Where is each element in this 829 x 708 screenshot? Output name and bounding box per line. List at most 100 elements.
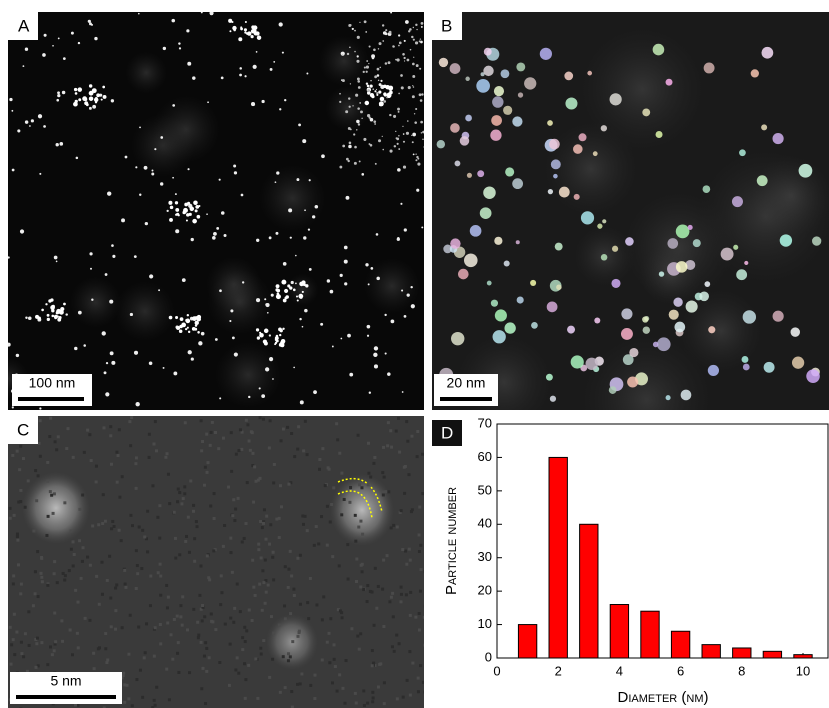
particle — [96, 93, 100, 97]
particle — [213, 232, 217, 236]
particle — [241, 194, 244, 197]
particle — [564, 72, 573, 81]
particle — [366, 71, 368, 73]
particle — [357, 36, 360, 39]
noise — [55, 448, 58, 451]
particle — [135, 166, 137, 168]
bar — [702, 645, 720, 658]
particle — [198, 341, 202, 345]
noise — [198, 594, 201, 597]
noise — [218, 661, 221, 664]
particle — [175, 208, 179, 212]
noise — [63, 501, 66, 504]
particle — [175, 193, 177, 195]
particle — [379, 83, 382, 86]
scale-bar — [18, 397, 84, 401]
particle — [666, 395, 671, 400]
noise — [155, 686, 158, 689]
noise — [271, 658, 274, 661]
particle — [439, 58, 448, 67]
particle — [421, 226, 423, 228]
noise — [405, 563, 408, 566]
noise — [331, 555, 334, 558]
noise — [367, 442, 370, 445]
particle — [275, 181, 277, 183]
noise — [246, 423, 249, 426]
panel-label: C — [17, 420, 29, 439]
noise — [418, 533, 421, 536]
noise — [395, 430, 398, 433]
particle — [303, 236, 306, 239]
particle — [74, 347, 77, 350]
particle — [221, 77, 224, 80]
particle — [412, 133, 416, 137]
particle — [233, 29, 236, 32]
noise — [17, 501, 20, 504]
noise — [278, 536, 281, 539]
noise — [88, 619, 91, 622]
particle — [299, 282, 304, 287]
particle — [559, 187, 570, 198]
particle — [354, 30, 356, 32]
particle — [89, 107, 92, 110]
noise — [328, 468, 331, 471]
noise — [265, 591, 268, 594]
noise — [200, 449, 203, 452]
noise — [53, 560, 56, 563]
particle — [467, 173, 472, 178]
particle — [361, 118, 362, 119]
particle — [344, 260, 348, 264]
particle — [184, 203, 188, 207]
particle — [312, 215, 315, 218]
noise — [401, 548, 404, 551]
noise — [382, 493, 385, 496]
particle — [346, 196, 350, 200]
noise — [296, 448, 299, 451]
particle — [50, 305, 55, 310]
particle — [394, 145, 396, 147]
noise — [322, 595, 325, 598]
noise — [213, 517, 216, 520]
particle — [393, 46, 395, 48]
particle — [806, 369, 820, 383]
particle — [347, 334, 351, 338]
particle — [309, 268, 312, 271]
noise — [282, 428, 285, 431]
noise — [313, 544, 316, 547]
noise — [135, 549, 138, 552]
noise — [187, 516, 190, 519]
noise — [360, 486, 363, 489]
noise — [40, 557, 43, 560]
noise — [296, 635, 299, 638]
particle — [411, 36, 413, 38]
noise — [230, 551, 233, 554]
noise — [386, 554, 389, 557]
noise — [114, 609, 117, 612]
noise — [287, 659, 290, 662]
particle — [280, 329, 283, 332]
particle — [686, 301, 698, 313]
noise — [307, 617, 310, 620]
particle — [90, 268, 92, 270]
noise — [70, 548, 73, 551]
noise — [416, 455, 419, 458]
noise — [275, 518, 278, 521]
noise — [180, 502, 183, 505]
noise — [92, 652, 95, 655]
noise — [60, 619, 63, 622]
noise — [116, 481, 119, 484]
particle — [240, 26, 242, 28]
noise — [124, 583, 127, 586]
particle — [601, 125, 607, 131]
particle — [494, 86, 504, 96]
noise — [328, 661, 331, 664]
particle — [512, 178, 523, 189]
noise — [268, 676, 271, 679]
particle — [425, 122, 428, 125]
particle — [780, 234, 792, 246]
noise — [124, 586, 127, 589]
particle — [404, 60, 405, 61]
particle — [302, 139, 306, 143]
particle — [103, 95, 107, 99]
noise — [40, 572, 43, 575]
